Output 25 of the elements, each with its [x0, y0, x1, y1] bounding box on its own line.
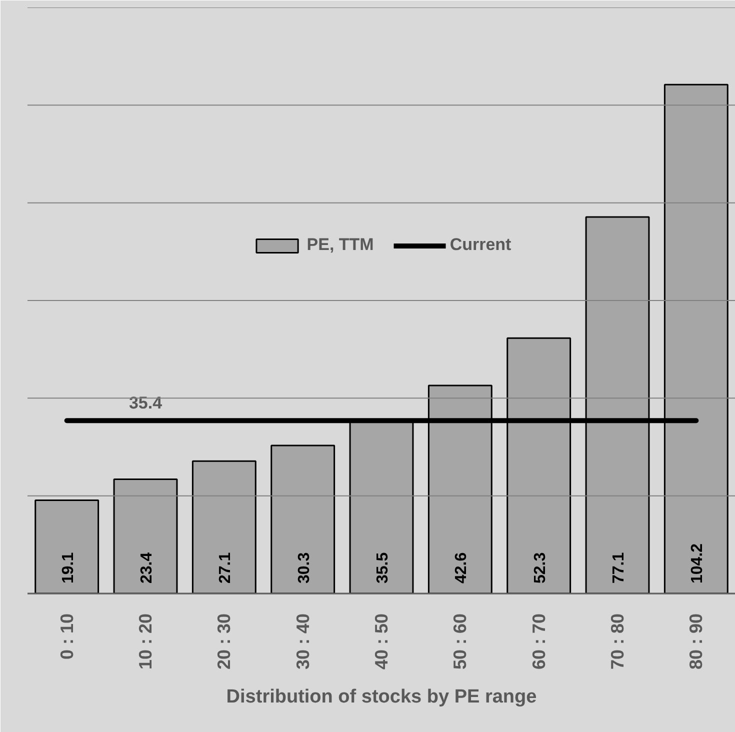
bar	[34, 499, 100, 594]
x-tick-label: 20 : 30	[214, 613, 234, 670]
data-label: 52.3	[532, 552, 549, 584]
bar	[113, 478, 178, 594]
x-tick-label: 50 : 60	[450, 613, 470, 670]
x-tick-label: 0 : 10	[56, 613, 77, 660]
x-tick-label: 80 : 90	[686, 613, 706, 670]
data-label: 30.3	[296, 552, 313, 584]
data-label: 104.2	[689, 543, 706, 584]
data-label: 42.6	[453, 552, 470, 584]
legend-label: Current	[450, 235, 512, 255]
x-tick-label: 70 : 80	[608, 613, 628, 670]
x-tick-label: 60 : 70	[528, 613, 549, 670]
data-label: 27.1	[217, 552, 234, 584]
data-label: 77.1	[610, 552, 628, 584]
data-label: 35.5	[374, 552, 392, 584]
x-tick-label: 40 : 50	[372, 613, 392, 670]
x-tick-label: 10 : 20	[136, 613, 156, 670]
legend-label: PE, TTM	[306, 235, 374, 255]
x-tick-label: 30 : 40	[292, 613, 313, 670]
data-label: 19.1	[60, 552, 77, 584]
bar	[192, 460, 256, 594]
data-label: 23.4	[138, 552, 156, 584]
bar	[270, 444, 336, 594]
x-axis-title: Distribution of stocks by PE range	[226, 686, 537, 708]
